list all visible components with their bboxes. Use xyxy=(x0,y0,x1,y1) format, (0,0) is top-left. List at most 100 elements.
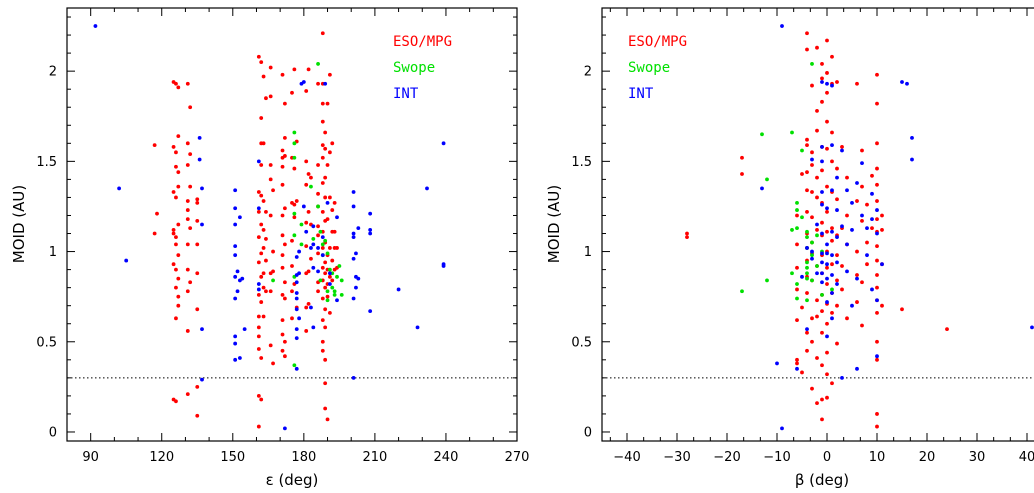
point-eso-mpg xyxy=(171,262,176,267)
point-int xyxy=(311,325,316,330)
point-eso-mpg xyxy=(268,343,273,348)
point-eso-mpg xyxy=(875,101,879,106)
point-eso-mpg xyxy=(264,258,268,263)
ticks-beta: −40 −30 −20 −10 0 10 20 30 40 0 0.5 1 1.5 2 xyxy=(571,8,1034,465)
point-int xyxy=(840,375,844,380)
point-eso-mpg xyxy=(304,159,309,164)
point-eso-mpg xyxy=(875,357,879,362)
point-int xyxy=(845,269,849,274)
point-int xyxy=(356,276,361,281)
point-eso-mpg xyxy=(820,330,824,335)
point-int xyxy=(356,226,361,231)
point-swope xyxy=(311,237,316,241)
point-int xyxy=(441,141,446,146)
point-swope xyxy=(805,260,809,265)
point-eso-mpg xyxy=(304,89,309,93)
point-eso-mpg xyxy=(805,31,809,36)
point-int xyxy=(805,246,809,250)
x-tick-label: 40 xyxy=(1019,450,1034,465)
point-int xyxy=(200,327,204,332)
point-eso-mpg xyxy=(320,296,325,301)
point-int xyxy=(327,271,332,276)
point-eso-mpg xyxy=(820,397,824,402)
point-int xyxy=(311,265,316,270)
point-eso-mpg xyxy=(259,300,264,304)
point-eso-mpg xyxy=(316,163,320,167)
point-eso-mpg xyxy=(820,309,824,313)
point-swope xyxy=(335,274,339,279)
point-eso-mpg xyxy=(332,200,337,205)
point-eso-mpg xyxy=(176,85,181,90)
point-int xyxy=(233,334,238,339)
point-eso-mpg xyxy=(185,81,190,86)
point-swope xyxy=(805,235,809,240)
point-int xyxy=(316,269,320,274)
point-swope xyxy=(805,298,809,303)
point-int xyxy=(830,291,834,295)
point-int xyxy=(825,276,829,281)
point-eso-mpg xyxy=(327,72,332,77)
point-eso-mpg xyxy=(292,215,297,220)
point-eso-mpg xyxy=(294,199,299,203)
y-tick-label: 1 xyxy=(49,245,57,260)
point-eso-mpg xyxy=(256,235,261,240)
point-eso-mpg xyxy=(280,164,285,169)
point-swope xyxy=(790,271,794,276)
point-eso-mpg xyxy=(805,330,809,335)
point-eso-mpg xyxy=(323,307,328,312)
point-eso-mpg xyxy=(259,222,264,227)
point-eso-mpg xyxy=(174,242,178,247)
point-eso-mpg xyxy=(152,143,157,148)
plot-frame-epsilon xyxy=(66,7,518,442)
point-int xyxy=(294,255,299,259)
point-swope xyxy=(292,211,297,216)
point-eso-mpg xyxy=(795,265,799,270)
point-eso-mpg xyxy=(320,318,325,323)
point-eso-mpg xyxy=(825,350,829,355)
point-int xyxy=(354,251,358,256)
point-int xyxy=(351,231,356,236)
point-eso-mpg xyxy=(256,314,261,319)
point-eso-mpg xyxy=(330,141,335,146)
point-eso-mpg xyxy=(880,228,884,232)
point-eso-mpg xyxy=(805,47,809,52)
point-int xyxy=(396,287,401,292)
point-swope xyxy=(805,265,809,270)
point-eso-mpg xyxy=(685,235,689,240)
point-eso-mpg xyxy=(271,249,275,254)
point-eso-mpg xyxy=(825,90,829,95)
point-eso-mpg xyxy=(171,228,176,232)
point-int xyxy=(830,273,834,277)
point-eso-mpg xyxy=(188,280,193,285)
point-int xyxy=(311,242,316,247)
point-eso-mpg xyxy=(256,292,261,297)
point-int xyxy=(256,206,261,211)
point-eso-mpg xyxy=(325,294,330,299)
point-eso-mpg xyxy=(316,191,320,196)
point-int xyxy=(830,188,834,193)
point-int xyxy=(825,242,829,247)
point-eso-mpg xyxy=(815,228,819,232)
point-swope xyxy=(316,62,320,66)
point-eso-mpg xyxy=(259,274,264,279)
point-int xyxy=(805,327,809,332)
point-eso-mpg xyxy=(176,222,181,227)
panel-epsilon: 90 120 150 180 210 240 270 0 0.5 1 1.5 2 ε (deg) MO… xyxy=(10,7,529,489)
point-eso-mpg xyxy=(306,67,311,72)
point-swope xyxy=(790,130,794,135)
point-eso-mpg xyxy=(815,401,819,406)
point-int xyxy=(233,296,238,301)
y-tick-label: 1.5 xyxy=(36,155,57,170)
point-int xyxy=(905,81,909,86)
legend-int-beta: INT xyxy=(628,86,654,102)
point-int xyxy=(825,262,829,267)
point-int xyxy=(900,80,904,84)
point-swope xyxy=(332,292,337,297)
point-eso-mpg xyxy=(304,305,309,310)
point-eso-mpg xyxy=(292,67,297,72)
point-eso-mpg xyxy=(325,163,330,167)
point-swope xyxy=(800,215,804,220)
point-eso-mpg xyxy=(271,188,275,193)
point-eso-mpg xyxy=(825,38,829,43)
point-eso-mpg xyxy=(865,240,869,245)
